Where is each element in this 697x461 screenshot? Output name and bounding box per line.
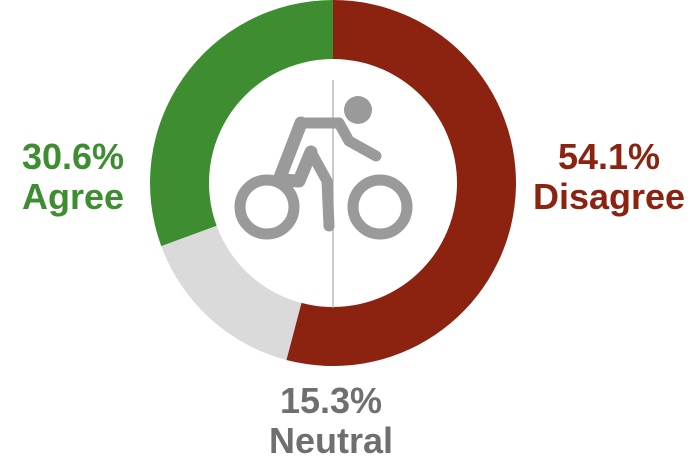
disagree-percent: 54.1%: [557, 136, 661, 177]
donut-slices: [150, 0, 516, 366]
neutral-category: Neutral: [268, 420, 394, 461]
agree-category: Agree: [21, 176, 125, 217]
disagree-label: 54.1% Disagree: [524, 137, 694, 217]
slice-neutral: [161, 225, 302, 360]
neutral-label: 15.3% Neutral: [256, 381, 406, 461]
slice-agree: [150, 0, 333, 247]
slice-disagree: [286, 0, 516, 366]
agree-percent: 30.6%: [21, 136, 125, 177]
bicycle-rider-icon: [234, 96, 413, 240]
agree-label: 30.6% Agree: [4, 137, 142, 217]
disagree-category: Disagree: [532, 176, 686, 217]
neutral-percent: 15.3%: [279, 380, 383, 421]
